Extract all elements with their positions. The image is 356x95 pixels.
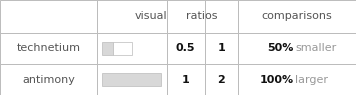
Text: visual: visual <box>135 11 167 21</box>
Text: 1: 1 <box>182 75 189 85</box>
Bar <box>238 33 356 64</box>
Bar <box>238 64 356 95</box>
Bar <box>102 73 161 86</box>
Bar <box>0 0 97 33</box>
Text: ratios: ratios <box>187 11 218 21</box>
Bar <box>97 64 167 95</box>
Bar <box>205 64 238 95</box>
Text: 2: 2 <box>218 75 225 85</box>
Text: smaller: smaller <box>295 43 336 53</box>
Bar <box>97 0 167 33</box>
Text: 1: 1 <box>218 43 225 53</box>
Text: 100%: 100% <box>259 75 293 85</box>
Text: technetium: technetium <box>16 43 80 53</box>
Bar <box>205 0 238 33</box>
Text: comparisons: comparisons <box>262 11 332 21</box>
Bar <box>238 0 356 33</box>
Text: 50%: 50% <box>267 43 293 53</box>
Bar <box>97 33 167 64</box>
Bar <box>167 0 205 33</box>
Bar <box>167 64 205 95</box>
Bar <box>0 33 97 64</box>
Bar <box>167 33 205 64</box>
Text: 0.5: 0.5 <box>176 43 195 53</box>
Bar <box>114 42 132 55</box>
Text: larger: larger <box>295 75 328 85</box>
Text: antimony: antimony <box>22 75 75 85</box>
Bar <box>205 33 238 64</box>
Bar <box>102 42 114 55</box>
Bar <box>0 64 97 95</box>
